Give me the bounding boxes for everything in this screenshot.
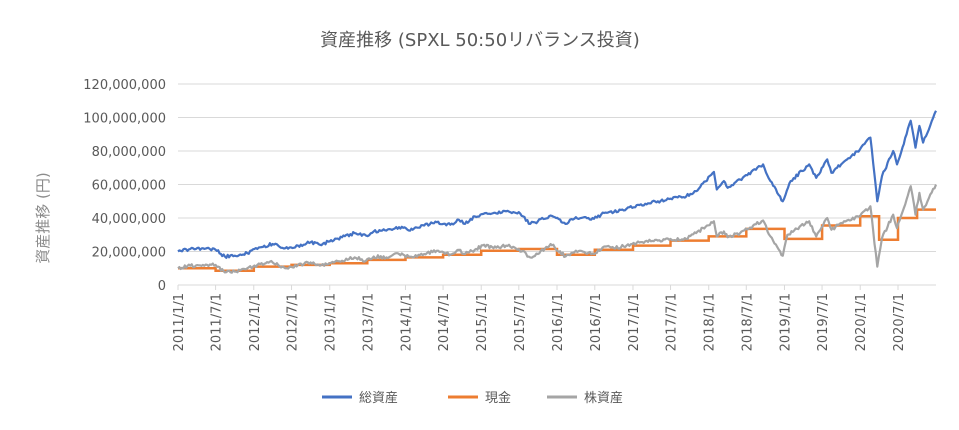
x-tick-label: 2017/7/1 <box>665 293 680 351</box>
legend-label: 株資産 <box>584 390 623 406</box>
y-axis-ticks: 0 20,000,000 40,000,000 60,000,000 80,000,00… <box>83 78 166 294</box>
x-tick-label: 2011/1/1 <box>172 293 187 351</box>
x-tick-label: 2014/1/1 <box>399 293 414 351</box>
x-tick-label: 2016/7/1 <box>589 293 604 351</box>
y-tick-label: 100,000,000 <box>83 112 166 127</box>
x-tick-label: 2012/1/1 <box>248 293 263 351</box>
x-axis-ticks: 2011/1/1 2011/7/1 2012/1/1 2012/7/1 2013/1/1… <box>172 285 907 351</box>
x-tick-label: 2020/7/1 <box>892 293 907 351</box>
legend-label: 現金 <box>485 390 511 406</box>
series-line-stock-assets <box>177 184 938 274</box>
x-tick-label: 2015/1/1 <box>475 293 490 351</box>
y-axis-label: 資産推移 (円) <box>34 172 52 263</box>
series-line-cash <box>178 208 936 273</box>
x-tick-label: 2012/7/1 <box>286 293 301 351</box>
y-tick-label: 80,000,000 <box>92 145 166 160</box>
y-tick-label: 40,000,000 <box>92 212 166 227</box>
y-tick-label: 20,000,000 <box>92 246 166 261</box>
x-tick-label: 2013/7/1 <box>361 293 376 351</box>
x-tick-label: 2011/7/1 <box>210 293 225 351</box>
x-tick-label: 2018/7/1 <box>740 293 755 351</box>
series-line-total-assets <box>177 110 937 259</box>
y-tick-label: 120,000,000 <box>83 78 166 93</box>
y-tick-label: 60,000,000 <box>92 179 166 194</box>
chart-title: 資産推移 (SPXL 50:50リバランス投資) <box>320 30 640 51</box>
x-tick-label: 2018/1/1 <box>703 293 718 351</box>
x-tick-label: 2016/1/1 <box>551 293 566 351</box>
legend: 総資産 現金 株資産 <box>322 390 623 406</box>
x-tick-label: 2013/1/1 <box>324 293 339 351</box>
legend-label: 総資産 <box>359 390 398 406</box>
x-tick-label: 2019/1/1 <box>778 293 793 351</box>
x-tick-label: 2017/1/1 <box>627 293 642 351</box>
x-tick-label: 2014/7/1 <box>437 293 452 351</box>
x-tick-label: 2020/1/1 <box>854 293 869 351</box>
x-tick-label: 2015/7/1 <box>513 293 528 351</box>
y-tick-label: 0 <box>158 279 166 294</box>
x-tick-label: 2019/7/1 <box>816 293 831 351</box>
series-lines <box>177 110 938 274</box>
